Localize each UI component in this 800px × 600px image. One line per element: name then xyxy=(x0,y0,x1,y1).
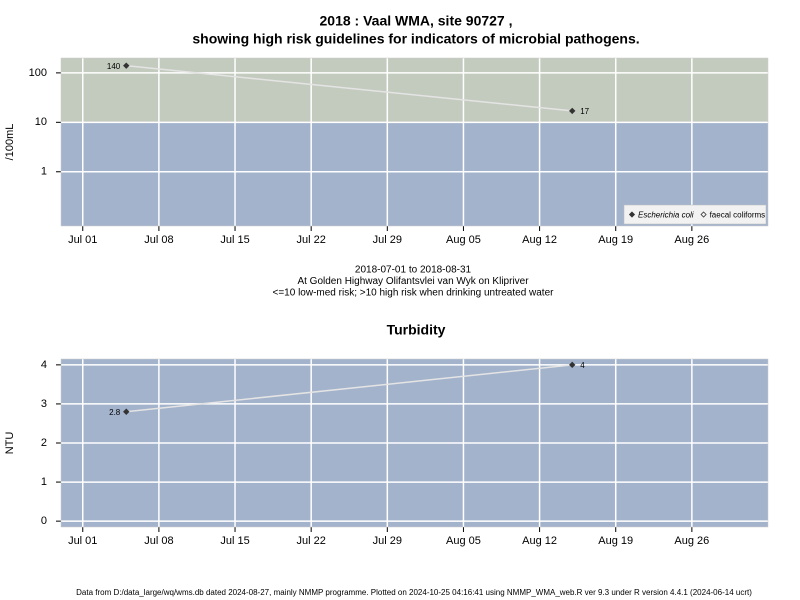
plot-frame xyxy=(60,57,769,227)
x-tick-label: Jul 29 xyxy=(373,234,402,246)
x-tick-label: Aug 26 xyxy=(674,535,709,547)
data-label: 4 xyxy=(580,361,585,370)
chart-title: 2018 : Vaal WMA, site 90727 , xyxy=(320,13,513,29)
band-above xyxy=(61,58,768,123)
data-point xyxy=(123,408,130,415)
x-tick-label: Aug 19 xyxy=(598,234,633,246)
x-tick-label: Aug 05 xyxy=(446,234,481,246)
x-tick-label: Aug 12 xyxy=(522,535,557,547)
chart-title: Turbidity xyxy=(387,322,446,338)
y-tick-label: 10 xyxy=(35,116,47,128)
x-tick-label: Jul 15 xyxy=(220,535,249,547)
data-label: 17 xyxy=(580,107,589,116)
y-tick-label: 3 xyxy=(41,398,47,410)
x-tick-label: Jul 22 xyxy=(296,234,325,246)
series-line xyxy=(126,64,573,112)
y-tick-label: 2 xyxy=(41,437,47,449)
data-point xyxy=(569,107,576,115)
data-label: 140 xyxy=(107,62,121,71)
legend-box xyxy=(623,204,767,225)
annotation: <=10 low-med risk; >10 high risk when dr… xyxy=(273,288,555,299)
x-tick-label: Aug 05 xyxy=(446,535,481,547)
data-label: 2.8 xyxy=(109,408,121,417)
annotation: 2018-07-01 to 2018-08-31 xyxy=(355,265,472,276)
legend-marker xyxy=(628,211,636,218)
legend-label: Escherichia coli xyxy=(638,211,694,220)
x-tick-label: Jul 01 xyxy=(68,234,97,246)
x-tick-label: Aug 26 xyxy=(674,234,709,246)
x-tick-label: Aug 12 xyxy=(522,234,557,246)
x-tick-label: Aug 19 xyxy=(598,535,633,547)
y-tick-label: 100 xyxy=(29,67,47,79)
x-tick-label: Jul 15 xyxy=(220,234,249,246)
y-tick-label: 1 xyxy=(41,166,47,178)
y-tick-label: 4 xyxy=(41,359,47,371)
x-tick-label: Jul 08 xyxy=(144,234,173,246)
x-tick-label: Jul 08 xyxy=(144,535,173,547)
y-tick-label: 1 xyxy=(41,476,47,488)
y-tick-label: 0 xyxy=(41,515,47,527)
annotation: At Golden Highway Olifantsvlei van Wyk o… xyxy=(297,276,529,287)
x-tick-label: Jul 01 xyxy=(68,535,97,547)
data-point xyxy=(123,62,130,69)
legend-label: faecal coliforms xyxy=(710,211,766,220)
y-axis-label: NTU xyxy=(4,432,16,455)
legend-marker xyxy=(700,211,707,218)
plot-frame xyxy=(60,358,769,528)
data-point xyxy=(569,361,576,369)
chart-title: showing high risk guidelines for indicat… xyxy=(192,31,639,47)
series-line xyxy=(126,364,573,413)
x-tick-label: Jul 29 xyxy=(373,535,402,547)
footer: Data from D:/data_large/wq/wms.db dated … xyxy=(76,588,752,597)
x-tick-label: Jul 22 xyxy=(296,535,325,547)
y-axis-label: /100mL xyxy=(4,124,16,161)
